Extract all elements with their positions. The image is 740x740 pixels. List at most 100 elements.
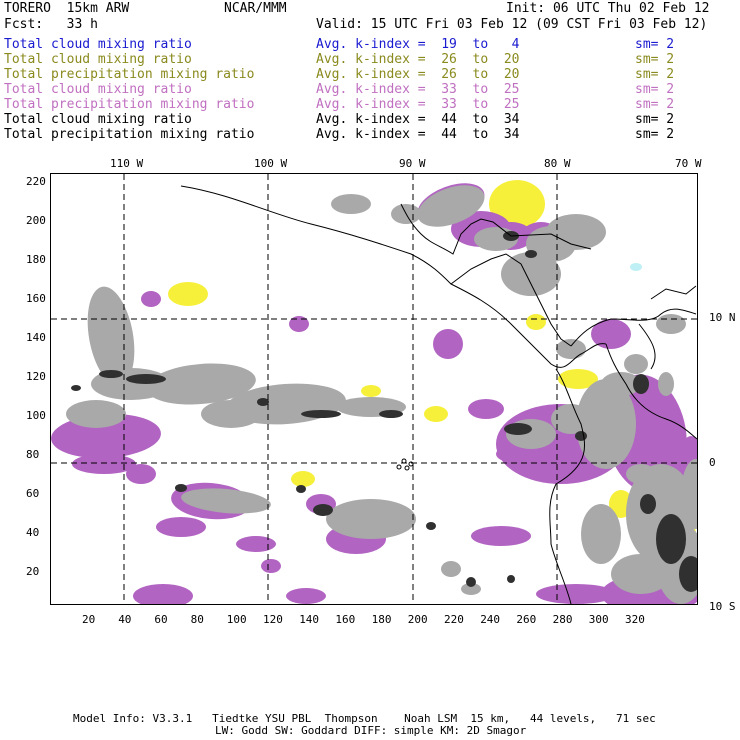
legend-kindex: Avg. k-index = 26 to 20 (316, 52, 520, 67)
x-tick-label: 100 (227, 614, 247, 626)
cloud-region (556, 339, 586, 359)
cloud-region (326, 499, 416, 539)
cloud-core (466, 577, 476, 587)
center-label: NCAR/MMM (224, 1, 287, 16)
precip-mixing-region (536, 584, 616, 604)
cloud-core (426, 522, 436, 530)
x-tick-label: 300 (589, 614, 609, 626)
x-tick-label: 180 (372, 614, 392, 626)
legend-sm: sm= 2 (635, 127, 674, 142)
lon-label: 80 W (544, 158, 571, 170)
cloud-core (525, 250, 537, 258)
precip-mixing-region (433, 329, 463, 359)
cloud-region (656, 314, 686, 334)
cloud-region (201, 400, 261, 428)
legend-kindex: Avg. k-index = 33 to 25 (316, 97, 520, 112)
legend-sm: sm= 2 (635, 67, 674, 82)
cloud-core (633, 374, 649, 394)
precip-mixing-region (141, 291, 161, 307)
cloud-core (175, 484, 187, 492)
precip-mixing-region (289, 316, 309, 332)
x-tick-label: 160 (335, 614, 355, 626)
legend-field: Total cloud mixing ratio (4, 82, 192, 97)
legend-sm: sm= 2 (635, 82, 674, 97)
x-tick-label: 260 (516, 614, 536, 626)
model-title: TORERO 15km ARW (4, 1, 129, 16)
precip-mixing-region (261, 559, 281, 573)
lon-label: 70 W (675, 158, 702, 170)
lon-label: 90 W (399, 158, 426, 170)
valid-time: Valid: 15 UTC Fri 03 Feb 12 (09 CST Fri … (316, 17, 707, 32)
cloud-core (379, 410, 403, 418)
x-tick-label: 20 (82, 614, 95, 626)
x-tick-label: 60 (154, 614, 167, 626)
legend-kindex: Avg. k-index = 44 to 34 (316, 127, 520, 142)
legend-field: Total cloud mixing ratio (4, 112, 192, 127)
cloud-core (257, 398, 269, 406)
cloud-region (658, 372, 674, 396)
y-tick-label: 40 (26, 527, 39, 539)
x-tick-label: 320 (625, 614, 645, 626)
y-tick-label: 140 (26, 332, 46, 344)
y-tick-label: 100 (26, 410, 46, 422)
cloud-region (581, 504, 621, 564)
y-tick-label: 60 (26, 488, 39, 500)
cloud-mixing-region (424, 406, 448, 422)
y-tick-label: 180 (26, 254, 46, 266)
x-tick-label: 140 (299, 614, 319, 626)
cloud-mixing-region (361, 385, 381, 397)
precip-mixing-region (236, 536, 276, 552)
cloud-core (301, 410, 341, 418)
legend-field: Total cloud mixing ratio (4, 37, 192, 52)
legend-field: Total precipitation mixing ratio (4, 67, 254, 82)
legend-field: Total cloud mixing ratio (4, 52, 192, 67)
cloud-mixing-region (526, 314, 546, 330)
island (397, 465, 401, 469)
cloud-region (441, 561, 461, 577)
cloud-region (626, 464, 656, 484)
forecast-hour: Fcst: 33 h (4, 17, 98, 32)
physics-info: LW: Godd SW: Goddard DIFF: simple KM: 2D… (215, 724, 526, 737)
legend-sm: sm= 2 (635, 97, 674, 112)
forecast-map (51, 174, 697, 604)
x-tick-label: 120 (263, 614, 283, 626)
init-time: Init: 06 UTC Thu 02 Feb 12 (506, 1, 710, 16)
island (402, 459, 406, 463)
cloud-region (331, 194, 371, 214)
legend-sm: sm= 2 (635, 52, 674, 67)
y-tick-label: 200 (26, 215, 46, 227)
coastline (651, 286, 696, 299)
y-tick-label: 220 (26, 176, 46, 188)
cloud-core (313, 504, 333, 516)
x-tick-label: 40 (118, 614, 131, 626)
cloud-region (546, 214, 606, 250)
cloud-core (504, 423, 532, 435)
precip-mixing-region (133, 584, 193, 604)
legend-kindex: Avg. k-index = 19 to 4 (316, 37, 520, 52)
legend-sm: sm= 2 (635, 37, 674, 52)
cloud-core (126, 374, 166, 384)
precip-mixing-region (126, 464, 156, 484)
precip-mixing-region (496, 446, 526, 462)
lat-label: 0 (709, 457, 716, 469)
legend-sm: sm= 2 (635, 112, 674, 127)
legend-kindex: Avg. k-index = 44 to 34 (316, 112, 520, 127)
moisture-cell (630, 263, 642, 271)
cloud-core (575, 431, 587, 441)
x-tick-label: 220 (444, 614, 464, 626)
cloud-region (624, 354, 648, 374)
lon-label: 110 W (110, 158, 143, 170)
legend-field: Total precipitation mixing ratio (4, 97, 254, 112)
island (405, 466, 409, 470)
x-tick-label: 280 (553, 614, 573, 626)
legend-kindex: Avg. k-index = 26 to 20 (316, 67, 520, 82)
y-tick-label: 80 (26, 449, 39, 461)
lon-label: 100 W (254, 158, 287, 170)
cloud-mixing-region (168, 282, 208, 306)
cloud-core (640, 494, 656, 514)
y-tick-label: 160 (26, 293, 46, 305)
y-tick-label: 20 (26, 566, 39, 578)
cloud-mixing-region (291, 471, 315, 487)
cloud-core (656, 514, 686, 564)
cloud-region (611, 554, 671, 594)
